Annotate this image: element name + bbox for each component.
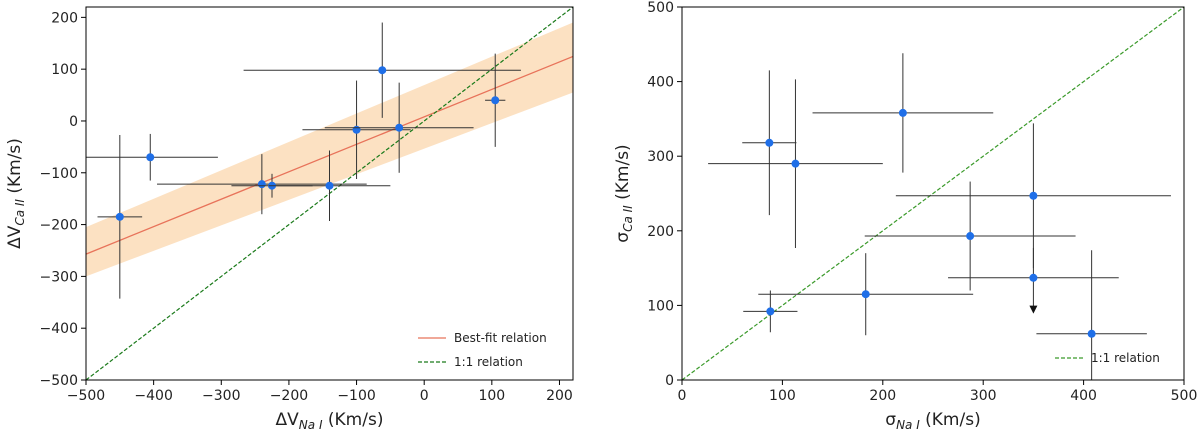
chart1-marker-4 — [966, 232, 975, 241]
chart0-point-8 — [485, 53, 506, 147]
chart1-x-tick-label: 200 — [869, 388, 896, 404]
chart0-point-1 — [86, 133, 218, 181]
chart1-y-tick-label: 100 — [647, 298, 674, 314]
chart0-y-tick-label: 0 — [69, 114, 78, 130]
chart0-x-tick-label: 100 — [478, 388, 505, 404]
chart1-legend-one-to-one-label: 1:1 relation — [1091, 351, 1160, 365]
chart1-x-tick-label: 500 — [1171, 388, 1198, 404]
chart1-point-4 — [864, 181, 1076, 291]
chart1-x-tick-label: 400 — [1070, 388, 1097, 404]
chart0-x-tick-label: −200 — [270, 388, 308, 404]
chart1-point-2 — [812, 53, 994, 173]
chart0-y-tick-label: −200 — [40, 218, 78, 234]
chart0-x-tick-label: −300 — [202, 388, 240, 404]
left-panel-deltaV: −500 −400 −300 −200 −100 0 100 200 −500 −400 −300 −… — [5, 6, 574, 432]
chart0-x-tick-label: 0 — [420, 388, 429, 404]
chart0-marker-4 — [325, 181, 334, 190]
chart0-marker-6 — [378, 66, 387, 75]
chart0-y-tick-label: −400 — [40, 321, 78, 337]
chart1-point-0 — [742, 70, 797, 216]
chart1-y-tick-label: 500 — [647, 0, 674, 16]
chart1-point-1 — [708, 79, 883, 248]
chart1-marker-8 — [1087, 329, 1096, 338]
chart0-x-tick-label: 200 — [546, 388, 573, 404]
chart1-marker-5 — [1029, 273, 1038, 282]
chart0-frame — [85, 6, 574, 381]
chart1-y-axis-label: σCa II (Km/s) — [613, 144, 635, 242]
chart1-point-5 — [948, 247, 1119, 314]
chart1-y-tick-label: 300 — [647, 149, 674, 165]
chart1-marker-6 — [861, 290, 870, 299]
chart0-marker-5 — [352, 125, 361, 134]
chart0-x-tick-label: −100 — [337, 388, 375, 404]
chart1-point-6 — [758, 253, 974, 336]
chart1-marker-0 — [765, 138, 774, 147]
chart0-point-7 — [324, 82, 474, 173]
chart0-marker-8 — [491, 96, 500, 105]
chart1-y-tick-label: 0 — [665, 373, 674, 389]
chart0-x-tick-label: −400 — [134, 388, 172, 404]
chart1-point-8 — [1036, 250, 1147, 380]
chart1-x-tick-label: 100 — [769, 388, 796, 404]
chart0-marker-7 — [395, 123, 404, 132]
chart1-frame — [681, 6, 1185, 381]
chart0-y-tick-label: −300 — [40, 269, 78, 285]
chart0-legend: Best-fit relation 1:1 relation — [418, 331, 547, 369]
chart1-x-tick-label: 300 — [970, 388, 997, 404]
chart0-point-6 — [243, 22, 521, 118]
chart1-point-3 — [895, 123, 1171, 269]
chart0-fit-band — [86, 22, 573, 277]
chart1-marker-3 — [1029, 191, 1038, 200]
chart0-marker-0 — [115, 212, 124, 221]
chart0-legend-fit-label: Best-fit relation — [454, 331, 547, 345]
chart0-legend-one-to-one-label: 1:1 relation — [454, 355, 523, 369]
chart0-marker-1 — [146, 153, 155, 162]
chart1-marker-2 — [898, 108, 907, 117]
chart1-x-tick-label: 0 — [678, 388, 687, 404]
chart1-legend: 1:1 relation — [1055, 351, 1160, 365]
chart1-marker-7 — [766, 307, 775, 316]
chart1-x-axis-label: σNa I (Km/s) — [885, 410, 980, 432]
chart0-x-tick-label: −500 — [67, 388, 105, 404]
chart1-one-to-one-line — [682, 7, 1184, 380]
chart1-y-tick-label: 400 — [647, 75, 674, 91]
chart0-y-tick-label: 200 — [51, 10, 78, 26]
chart1-y-tick-label: 200 — [647, 224, 674, 240]
chart0-y-axis-label: ΔVCa II (Km/s) — [5, 138, 27, 249]
chart0-x-axis-label: ΔVNa I (Km/s) — [276, 410, 384, 432]
chart0-marker-2 — [257, 180, 266, 189]
chart0-y-tick-label: −100 — [40, 166, 78, 182]
chart1-upper-limit-arrow-5 — [1029, 305, 1038, 314]
chart1-plot-area — [682, 7, 1184, 380]
chart0-point-0 — [97, 134, 143, 299]
chart1-point-7 — [743, 290, 798, 333]
chart1-marker-1 — [791, 159, 800, 168]
chart0-y-tick-label: 100 — [51, 62, 78, 78]
right-panel-sigma: 0 100 200 300 400 500 0 100 200 300 400 500 σNa I (K… — [613, 0, 1197, 432]
chart0-point-4 — [268, 150, 391, 221]
chart0-y-tick-label: −500 — [40, 373, 78, 389]
chart0-plot-area — [86, 7, 573, 380]
